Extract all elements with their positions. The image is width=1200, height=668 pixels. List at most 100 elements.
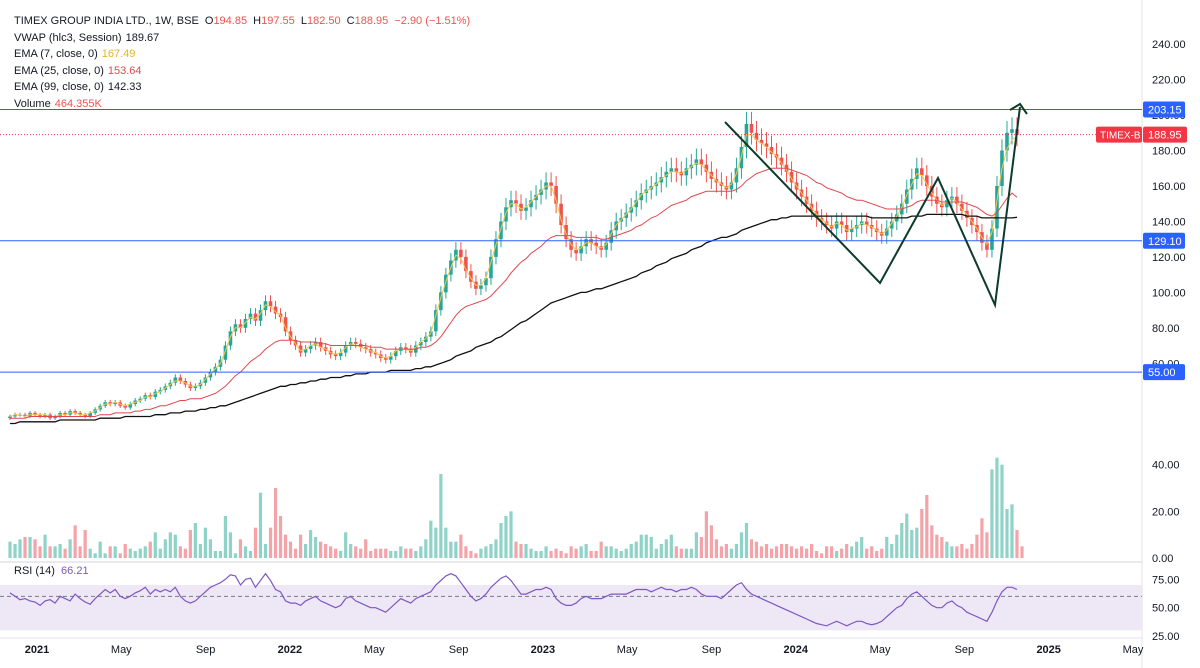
volume-bar: [544, 546, 548, 558]
price-tick-label: 220.00: [1152, 75, 1186, 87]
volume-bar: [53, 546, 57, 558]
candle-body: [268, 301, 273, 307]
volume-bar: [910, 530, 914, 558]
time-tick-label: 2024: [784, 644, 809, 656]
volume-bar: [629, 544, 633, 558]
volume-bar: [339, 551, 343, 558]
candle-body: [759, 139, 764, 144]
vwap-label: VWAP (hlc3, Session): [14, 31, 122, 44]
price-tick-label: 100.00: [1152, 287, 1186, 299]
candle-body: [429, 331, 433, 337]
high-label: H: [253, 15, 262, 27]
volume-tick-label: 40.00: [1152, 460, 1180, 472]
volume-bar: [789, 546, 794, 558]
volume-bar: [724, 544, 729, 558]
candle-body: [764, 143, 769, 147]
candle-body: [534, 194, 538, 201]
level-tag-label: 203.15: [1148, 105, 1182, 117]
candle-body: [1005, 132, 1009, 151]
volume-bar: [589, 551, 593, 558]
volume-bar: [298, 534, 303, 558]
open-value: 194.85: [213, 15, 248, 27]
volume-bar: [394, 551, 398, 558]
volume-bar: [870, 546, 874, 558]
ema7-line: [9, 134, 1018, 418]
candle-body: [108, 402, 112, 405]
candle-body: [920, 168, 924, 176]
volume-bar: [479, 548, 483, 558]
volume-bar: [850, 546, 854, 558]
volume-bar: [659, 544, 663, 558]
rsi-tick-label: 25.00: [1152, 631, 1180, 643]
volume-bar: [118, 553, 122, 558]
candle-body: [930, 186, 934, 197]
volume-bar: [469, 551, 473, 558]
symbol-title: TIMEX GROUP INDIA LTD., 1W, BSE: [14, 15, 199, 27]
volume-bar: [474, 553, 478, 558]
volume-bar: [649, 537, 653, 558]
time-tick-label: 2022: [278, 644, 302, 656]
candle-body: [990, 228, 994, 250]
price-tick-label: 160.00: [1152, 181, 1186, 193]
volume-bar: [694, 532, 698, 558]
open-label: O: [204, 15, 214, 27]
volume-bar: [248, 551, 253, 558]
vwap-value: 189.67: [125, 31, 160, 44]
volume-bar: [203, 527, 207, 558]
ema99-label: EMA (99, close, 0): [14, 81, 104, 93]
candle-body: [459, 249, 463, 257]
volume-bar: [113, 546, 117, 558]
volume-bar: [995, 457, 999, 558]
volume-bar: [58, 544, 62, 558]
candle-body: [8, 416, 12, 419]
volume-bar: [749, 539, 754, 558]
candle-body: [173, 377, 178, 383]
volume-bar: [499, 523, 503, 558]
chart-legend: TIMEX GROUP INDIA LTD., 1W, BSE O194.85 …: [14, 13, 470, 112]
candle-body: [303, 349, 308, 353]
volume-bar: [83, 530, 87, 558]
candle-body: [559, 203, 563, 225]
volume-bar: [885, 537, 889, 558]
volume-bar: [729, 548, 734, 558]
volume-bar: [444, 527, 448, 558]
volume-bar: [288, 541, 293, 558]
volume-bar: [389, 551, 393, 558]
candle-body: [248, 313, 253, 319]
symbol-tag-label: TIMEX-B: [1100, 131, 1141, 142]
volume-bar: [404, 548, 408, 558]
volume-bar: [123, 544, 127, 558]
candle-body: [283, 317, 288, 332]
volume-bar: [173, 534, 177, 558]
candle-body: [734, 168, 739, 183]
volume-bar: [48, 546, 52, 558]
candle-body: [213, 366, 218, 373]
candle-body: [63, 412, 67, 415]
candle-body: [123, 405, 128, 408]
volume-bar: [73, 525, 77, 558]
volume-bar: [1015, 530, 1019, 558]
volume-bar: [769, 548, 774, 558]
legend-volume-row: Volume 464.355K: [14, 96, 470, 113]
level-tag: [1143, 232, 1185, 249]
low-label: L: [300, 15, 307, 27]
candle-body: [138, 398, 143, 401]
volume-bar: [684, 548, 688, 558]
volume-bar: [915, 527, 919, 558]
volume-bar: [484, 546, 488, 558]
volume-bar: [554, 548, 558, 558]
volume-bar: [509, 511, 513, 558]
volume-bar: [644, 534, 648, 558]
candle-body: [33, 412, 37, 415]
volume-bar: [865, 548, 869, 558]
candle-body: [659, 177, 664, 183]
volume-bar: [258, 492, 263, 558]
candle-body: [434, 310, 438, 332]
volume-bar: [784, 544, 789, 558]
volume-bar: [364, 539, 368, 558]
volume-bar: [434, 527, 438, 558]
volume-bar: [68, 539, 72, 558]
volume-bar: [940, 537, 944, 558]
rsi-value: 66.21: [61, 565, 89, 577]
